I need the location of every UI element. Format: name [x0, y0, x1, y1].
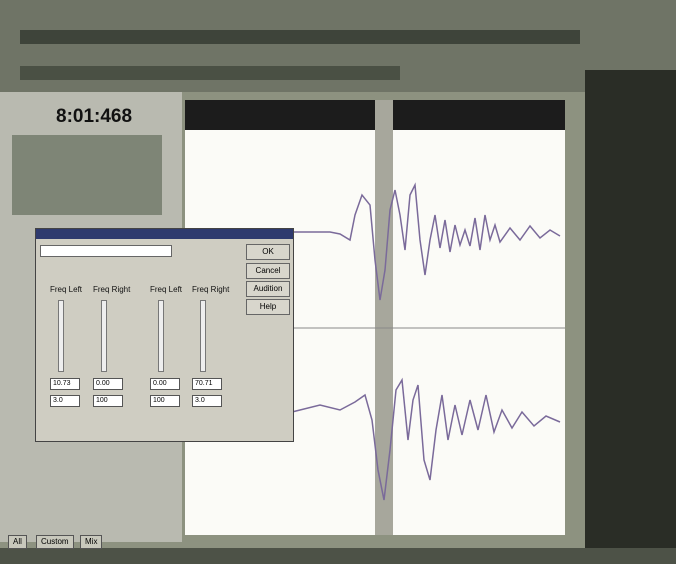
slider-track[interactable] [158, 300, 164, 372]
status-bar [0, 548, 676, 564]
tab[interactable]: Custom [36, 535, 74, 549]
slider-label: Freq Left [50, 285, 82, 294]
slider-label: Freq Left [150, 285, 182, 294]
value-field[interactable]: 0.00 [93, 378, 123, 390]
help-button[interactable]: Help [246, 299, 290, 315]
gain-field[interactable]: 100 [150, 395, 180, 407]
ok-button[interactable]: OK [246, 244, 290, 260]
slider-track[interactable] [101, 300, 107, 372]
slider-label: Freq Right [192, 285, 229, 294]
mixer-panel [585, 70, 676, 550]
gain-field[interactable]: 3.0 [50, 395, 80, 407]
cancel-button[interactable]: Cancel [246, 263, 290, 279]
waveform-bottom [292, 380, 560, 500]
eq-dialog [35, 228, 294, 442]
value-field[interactable]: 70.71 [192, 378, 222, 390]
gain-field[interactable]: 3.0 [192, 395, 222, 407]
slider-track[interactable] [58, 300, 64, 372]
screen: 8:01:468 All Custom Mix OK Cancel Auditi… [0, 0, 676, 564]
value-field[interactable]: 10.73 [50, 378, 80, 390]
slider-track[interactable] [200, 300, 206, 372]
gain-field[interactable]: 100 [93, 395, 123, 407]
value-field[interactable]: 0.00 [150, 378, 180, 390]
dialog-titlebar [36, 229, 293, 239]
slider-label: Freq Right [93, 285, 130, 294]
preset-field[interactable] [40, 245, 172, 257]
tab[interactable]: Mix [80, 535, 102, 549]
audition-button[interactable]: Audition [246, 281, 290, 297]
tab[interactable]: All [8, 535, 27, 549]
